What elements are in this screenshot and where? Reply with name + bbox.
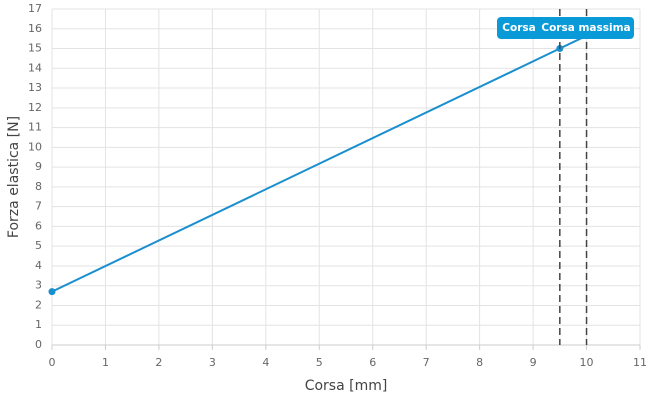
x-tick-label: 3 [209,356,216,369]
point [48,288,56,296]
x-tick-label: 7 [423,356,430,369]
y-tick-label: 2 [35,298,42,311]
reference-label: Corsa [502,22,535,34]
y-tick-label: 15 [28,42,42,55]
y-tick-label: 7 [35,200,42,213]
x-tick-label: 8 [476,356,483,369]
y-tick-label: 13 [28,81,42,94]
y-tick-label: 14 [28,61,42,74]
x-tick-label: 9 [530,356,537,369]
y-tick-label: 5 [35,239,42,252]
label-box [497,17,634,39]
x-tick-label: 1 [102,356,109,369]
y-tick-label: 16 [28,22,42,35]
x-tick-label: 11 [633,356,647,369]
y-tick-label: 1 [35,318,42,331]
x-tick-label: 5 [316,356,323,369]
y-tick-label: 17 [28,2,42,15]
y-axis-title: Forza elastica [N] [6,116,22,238]
y-tick-label: 8 [35,180,42,193]
x-tick-label: 0 [49,356,56,369]
x-axis-title: Corsa [mm] [305,378,388,394]
x-tick-label: 10 [580,356,594,369]
y-tick-label: 4 [35,259,42,272]
y-tick-label: 12 [28,101,42,114]
reference-label: Corsa massima [541,22,630,34]
y-tick-label: 10 [28,140,42,153]
y-tick-label: 3 [35,279,42,292]
x-tick-label: 6 [369,356,376,369]
y-tick-label: 0 [35,338,42,351]
y-tick-label: 6 [35,219,42,232]
y-tick-label: 11 [28,121,42,134]
y-tick-label: 9 [35,160,42,173]
x-tick-label: 4 [262,356,269,369]
x-tick-label: 2 [155,356,162,369]
